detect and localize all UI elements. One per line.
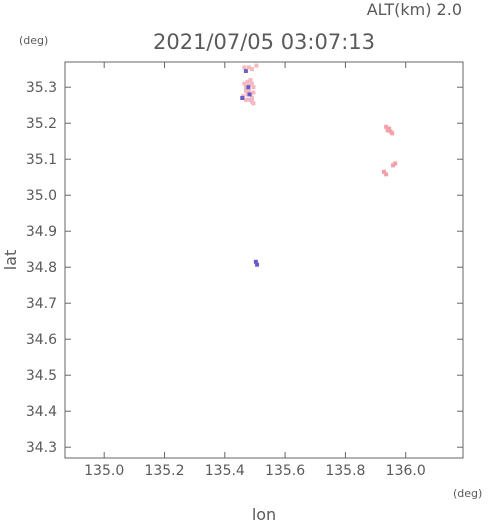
y-axis-label: lat [1,250,20,271]
plot-frame [64,61,464,459]
data-point [391,163,396,168]
y-ticks: 34.3 34.4 34.5 34.6 34.7 34.8 34.9 35.0 35.1 35.2… [26,80,463,456]
data-point [242,81,247,86]
data-point [384,172,389,177]
y-tick-label: 35.1 [26,152,57,168]
data-point [249,81,254,86]
data-point [385,128,390,133]
y-tick-label: 35.3 [26,80,57,96]
data-point [251,101,256,106]
data-point [243,97,248,102]
y-tick-label: 34.6 [26,332,57,348]
data-point [248,78,253,82]
data-point [255,262,260,267]
x-tick-label: 136.0 [386,463,426,479]
data-point [245,79,250,84]
data-point [393,161,398,166]
data-point [240,96,245,100]
x-tick-label: 135.4 [205,463,245,479]
y-tick-label: 34.5 [26,368,57,384]
data-point [390,131,395,136]
x-tick-label: 135.0 [84,463,124,479]
data-point [254,63,259,68]
chart-title: 2021/07/05 03:07:13 [153,30,375,54]
y-tick-label: 34.9 [26,224,57,240]
data-point [251,85,256,90]
x-tick-label: 135.2 [144,463,184,479]
data-point [249,96,254,100]
data-point [243,88,248,93]
y-tick-label: 34.4 [26,404,57,420]
data-point [243,85,248,90]
data-point [251,90,256,95]
data-point [384,124,389,129]
data-point [246,85,251,90]
data-point [243,69,248,73]
data-point [246,65,251,70]
x-tick-label: 135.8 [325,463,365,479]
y-tick-label: 35.2 [26,116,57,132]
data-point [245,92,250,97]
x-axis-unit: (deg) [453,487,482,500]
x-tick-label: 135.6 [265,463,305,479]
y-tick-label: 34.7 [26,296,57,312]
data-point [247,92,252,97]
x-axis-label: lon [252,505,276,521]
x-ticks: 135.0 135.2 135.4 135.6 135.8 136.0 [84,62,426,479]
data-point [382,169,387,174]
chart-subtitle: ALT(km) 2.0 [367,0,462,19]
data-points [240,63,398,267]
y-tick-label: 34.3 [26,440,57,456]
data-point [246,97,251,102]
y-tick-label: 35.0 [26,188,57,204]
y-tick-label: 34.8 [26,260,57,276]
data-point [246,88,251,93]
y-axis-unit: (deg) [19,34,48,47]
data-point [253,259,258,264]
data-point [242,65,247,70]
data-point [249,67,254,72]
